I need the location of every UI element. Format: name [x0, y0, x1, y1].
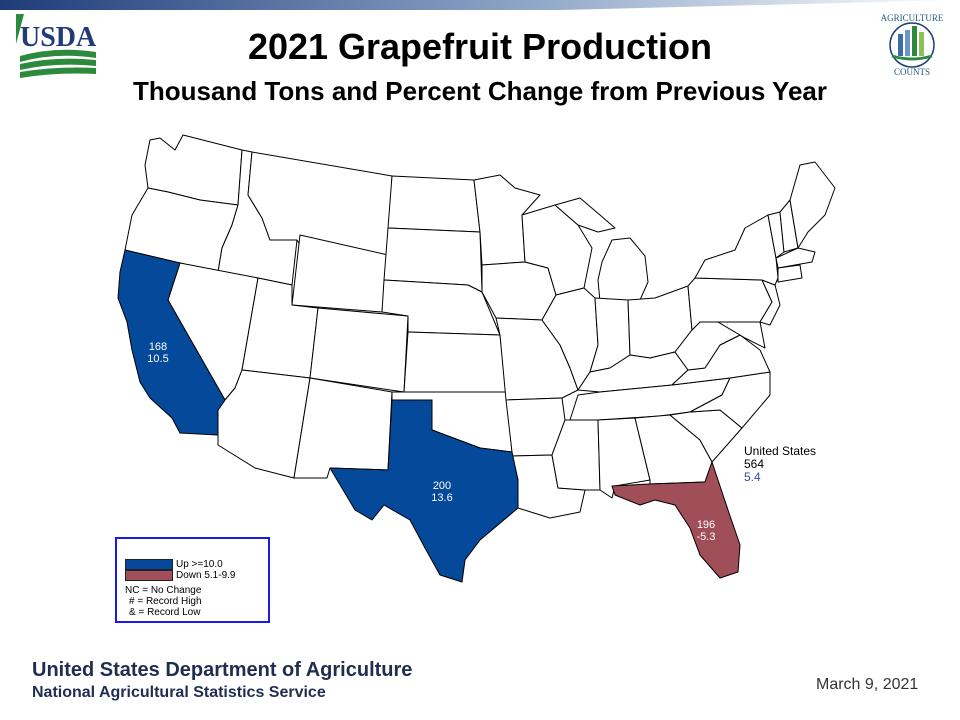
- florida-change: -5.3: [697, 531, 716, 543]
- page-subtitle: Thousand Tons and Percent Change from Pr…: [133, 76, 827, 106]
- state-connecticut: [777, 264, 803, 283]
- california-change: 10.5: [147, 353, 168, 365]
- florida-value: 196: [697, 519, 715, 531]
- us-total: United States 564 5.4: [744, 445, 816, 484]
- footer-service: National Agricultural Statistics Service: [32, 684, 326, 701]
- state-massachusetts: [775, 247, 816, 269]
- state-maine: [789, 161, 836, 249]
- state-kansas: [403, 331, 507, 393]
- usda-logo-text: USDA: [20, 22, 97, 53]
- top-banner: [0, 0, 960, 10]
- california-value: 168: [149, 341, 167, 353]
- legend-note-no-change: NC = No Change: [125, 585, 202, 596]
- us-total-change: 5.4: [744, 470, 761, 484]
- ag-logo-top-text: AGRICULTURE: [881, 13, 944, 23]
- usda-logo: USDA: [16, 14, 97, 78]
- agriculture-counts-logo: AGRICULTURE COUNTS: [881, 13, 944, 77]
- legend-note-record-high: # = Record High: [129, 596, 202, 607]
- state-new-mexico: [293, 377, 393, 479]
- state-iowa: [481, 261, 557, 321]
- state-north-dakota: [387, 175, 481, 233]
- state-texas: [329, 399, 519, 583]
- map-legend: Up >=10.0 Down 5.1-9.9 NC = No Change # …: [115, 537, 270, 623]
- state-michigan-lower: [597, 237, 649, 303]
- us-total-label: United States: [744, 444, 817, 458]
- state-north-carolina: [689, 371, 771, 429]
- state-michigan: [554, 197, 616, 233]
- us-total-value: 564: [744, 457, 765, 471]
- state-colorado: [309, 307, 409, 393]
- footer-agency: United States Department of Agriculture: [32, 659, 413, 681]
- page-title: 2021 Grapefruit Production: [247, 26, 713, 67]
- legend-swatch-down: [125, 570, 173, 581]
- legend-item-down: Down 5.1-9.9: [125, 570, 235, 581]
- texas-value: 200: [433, 480, 451, 492]
- legend-label-down: Down 5.1-9.9: [176, 570, 236, 581]
- texas-change: 13.6: [431, 492, 452, 504]
- state-maryland: [699, 321, 766, 349]
- legend-swatch-up: [125, 559, 173, 570]
- legend-item-up: Up >=10.0: [125, 559, 223, 570]
- us-map: 168 10.5 200 13.6 196 -5.3: [117, 134, 836, 583]
- ag-logo-bottom-text: COUNTS: [894, 67, 930, 77]
- release-date: March 9, 2021: [816, 676, 919, 693]
- state-new-york: [694, 214, 779, 286]
- state-california: [117, 249, 226, 436]
- legend-label-up: Up >=10.0: [176, 559, 223, 570]
- legend-note-record-low: & = Record Low: [129, 607, 201, 618]
- state-florida: [611, 461, 741, 579]
